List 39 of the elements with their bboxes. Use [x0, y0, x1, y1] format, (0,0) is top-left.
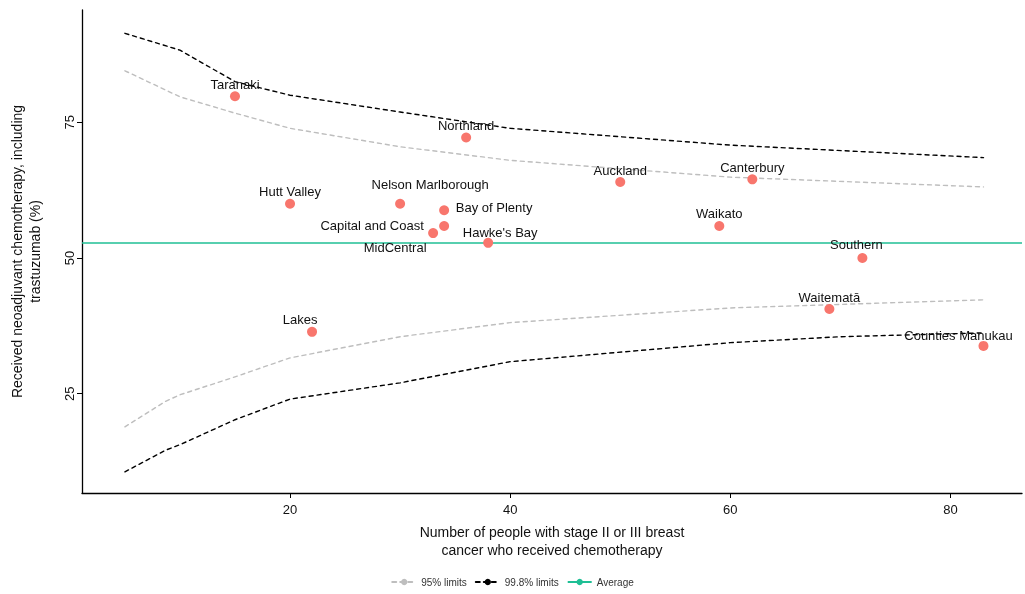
y-tick-label: 25 [62, 386, 77, 401]
annotation: MidCentral [363, 239, 427, 255]
point [714, 221, 725, 231]
legend-label: 99.8% limits [504, 576, 559, 588]
annotation: Auckland [593, 162, 647, 178]
annotation: Capital and Coast [320, 218, 425, 234]
point [978, 340, 989, 351]
y-axis-title: Received neoadjuvant chemotherapy, including trastuzumab (%) [9, 104, 43, 399]
annotation: Hutt Valley [259, 184, 322, 200]
point [439, 205, 450, 216]
point [461, 132, 472, 143]
point [285, 198, 296, 209]
point [747, 174, 758, 185]
annotation: Canterbury [720, 159, 785, 175]
annotation: Lakes [282, 312, 318, 328]
y-tick-label: 50 [62, 250, 77, 266]
x-axis-title: Number of people with stage II or III breast cancer who received chemotherapy [419, 524, 685, 558]
point [824, 304, 835, 315]
point [428, 228, 439, 239]
annotation: Hawke's Bay [462, 225, 539, 241]
point [230, 91, 240, 102]
x-tick-label: 20 [282, 502, 298, 517]
annotation: Waitematā [798, 289, 861, 305]
point [857, 253, 868, 264]
annotation: Nelson Marlborough [371, 177, 489, 193]
y-tick-label: 75 [62, 115, 77, 130]
point [483, 237, 494, 248]
x-tick-label: 40 [502, 502, 518, 517]
point [395, 198, 406, 209]
annotation: Waikato [696, 206, 743, 222]
x-tick-label: 80 [943, 502, 958, 517]
point [307, 326, 318, 337]
x-tick-label: 60 [723, 502, 738, 517]
point [439, 221, 450, 231]
annotation: Northland [437, 118, 495, 134]
legend-label: 95% limits [421, 576, 467, 588]
annotation: Bay of Plenty [455, 199, 533, 215]
legend-label: Average [596, 576, 635, 588]
point [615, 177, 626, 188]
